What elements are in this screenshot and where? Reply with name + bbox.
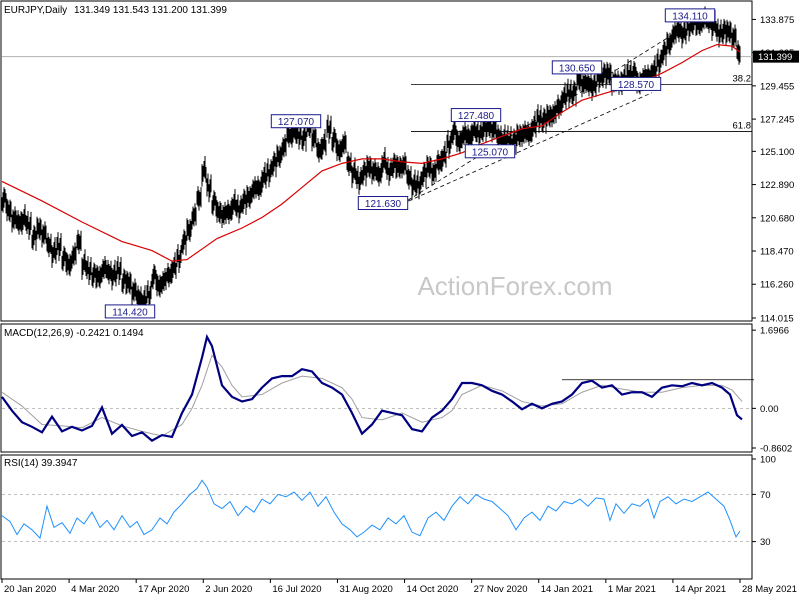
macd-axis-label: -0.8602 xyxy=(760,444,792,455)
price-annotation-box xyxy=(664,8,716,23)
price-annotation-box xyxy=(551,60,603,75)
macd-series xyxy=(1,333,743,442)
macd-signal-line xyxy=(1,354,743,437)
price-axis-label: 129.455 xyxy=(760,81,794,92)
price-axis-label: 118.470 xyxy=(760,247,794,258)
price-annotation-label: 128.570 xyxy=(618,80,655,91)
fib-level-label: 38.2 xyxy=(733,73,752,84)
x-axis-label: 27 Nov 2020 xyxy=(474,584,528,595)
rsi-axis-label: 30 xyxy=(760,537,771,548)
price-annotation-label: 134.110 xyxy=(672,11,708,22)
price-axis-label: 116.260 xyxy=(760,280,794,291)
x-axis-label: 17 Apr 2020 xyxy=(138,584,189,595)
price-axis-label: 133.875 xyxy=(760,15,794,26)
rsi-grid xyxy=(2,493,752,542)
price-annotation-label: 127.070 xyxy=(278,117,315,128)
x-axis-label: 14 Oct 2020 xyxy=(407,584,459,595)
watermark: ActionForex.com xyxy=(417,271,612,301)
price-axis-label: 122.890 xyxy=(760,180,794,191)
macd-line xyxy=(1,333,743,442)
price-axis: 133.875131.665129.455127.245125.100122.8… xyxy=(752,15,799,325)
rsi-panel-title: RSI(14) 39.3947 xyxy=(4,458,78,469)
last-price-marker xyxy=(753,50,799,63)
rsi-axis-label: 70 xyxy=(760,490,771,501)
price-annotation-box xyxy=(450,108,502,123)
price-annotation-label: 114.420 xyxy=(112,307,148,318)
price-axis-label: 125.100 xyxy=(760,147,794,158)
price-annotation-box xyxy=(104,304,156,319)
price-annotation-box xyxy=(610,76,662,91)
x-axis-label: 20 Jan 2020 xyxy=(4,584,56,595)
price-symbol: EURJPY,Daily xyxy=(4,5,67,16)
price-annotation-label: 125.070 xyxy=(472,147,509,158)
price-ohlc: 131.349 131.543 131.200 131.399 xyxy=(74,5,227,16)
macd-grid xyxy=(2,379,754,409)
rsi-axis: 100 70 30 xyxy=(752,455,776,548)
x-axis-label: 4 Mar 2020 xyxy=(71,584,119,595)
x-axis-label: 14 Jan 2021 xyxy=(541,584,593,595)
macd-panel-title: MACD(12,26,9) -0.2421 0.1494 xyxy=(4,328,144,339)
price-panel-title: EURJPY,Daily 131.349 131.543 131.200 131… xyxy=(4,5,227,16)
x-axis-label: 31 Aug 2020 xyxy=(339,584,392,595)
rsi-axis-label: 100 xyxy=(760,455,776,466)
price-axis-label: 120.680 xyxy=(760,213,794,224)
price-panel-frame xyxy=(0,0,753,322)
macd-axis: 1.6966 0.00 -0.8602 xyxy=(752,326,792,455)
last-price-label: 131.399 xyxy=(758,52,792,63)
rsi-line xyxy=(1,479,741,540)
price-annotation-label: 121.630 xyxy=(365,199,402,210)
price-annotation-box xyxy=(357,196,409,211)
price-annotation-box xyxy=(270,114,322,129)
trend-channel-lower xyxy=(401,92,653,205)
price-axis-label: 114.015 xyxy=(760,314,794,325)
x-axis-label: 16 Jul 2020 xyxy=(272,584,321,595)
price-annotations: 134.110 130.650 128.570 127.480 127.070 125.0… xyxy=(104,8,716,319)
price-annotation-label: 130.650 xyxy=(559,63,596,74)
x-axis-label: 14 Apr 2021 xyxy=(675,584,726,595)
price-annotation-label: 127.480 xyxy=(458,111,495,122)
price-annotation-box xyxy=(464,144,516,159)
x-axis-label: 2 Jun 2020 xyxy=(205,584,252,595)
macd-axis-label: 0.00 xyxy=(760,404,779,415)
rsi-panel-frame xyxy=(0,454,753,580)
macd-axis-label: 1.6966 xyxy=(760,326,789,337)
macd-panel-frame xyxy=(0,323,753,453)
fib-level-label: 61.8 xyxy=(733,121,752,132)
x-axis-label: 28 May 2021 xyxy=(742,584,797,595)
x-axis-label: 1 Mar 2021 xyxy=(608,584,656,595)
rsi-series xyxy=(1,479,741,540)
x-axis: 20 Jan 2020 4 Mar 2020 17 Apr 2020 2 Jun 20… xyxy=(1,579,797,595)
price-axis-label: 127.245 xyxy=(760,115,794,126)
price-series xyxy=(1,6,741,316)
